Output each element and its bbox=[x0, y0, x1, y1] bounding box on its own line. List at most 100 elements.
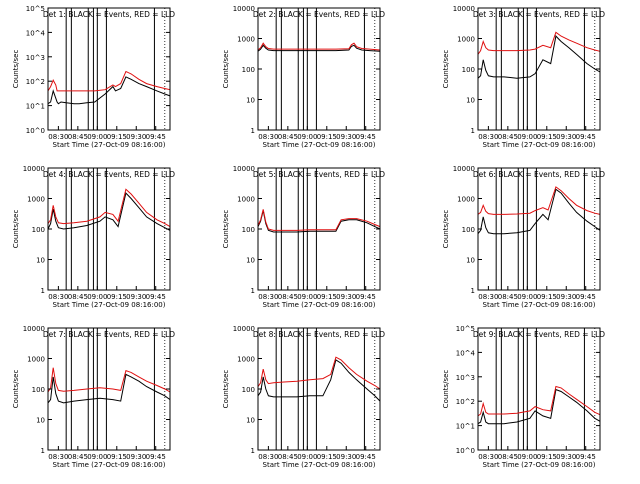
x-tick-label: 09:00 bbox=[517, 293, 537, 301]
x-tick-label: 08:30 bbox=[258, 133, 278, 141]
y-tick-label: 1 bbox=[471, 287, 475, 295]
x-tick-label: 09:30 bbox=[126, 453, 146, 461]
x-tick-label: 09:15 bbox=[537, 453, 557, 461]
panel-det-9: 10^010^110^210^310^410^508:30 08:45 09:00 0… bbox=[442, 325, 605, 469]
series-line-lld bbox=[257, 209, 381, 231]
y-tick-label: 10 bbox=[246, 417, 255, 425]
series-line-events bbox=[477, 388, 601, 425]
x-axis-label: Start Time (27-Oct-09 08:16:00) bbox=[53, 141, 166, 149]
x-tick-label: 08:45 bbox=[498, 133, 518, 141]
x-tick-label: 09:30 bbox=[556, 133, 576, 141]
y-tick-label: 100 bbox=[242, 226, 255, 234]
x-axis-label: Start Time (27-Oct-09 08:16:00) bbox=[263, 461, 376, 469]
y-axis-label: Counts/sec bbox=[442, 50, 450, 89]
x-tick-label: 09:15 bbox=[537, 293, 557, 301]
panel-det-3: 1 10 100 1000 10000 08:30 08:45 09:00 09:15 09:30… bbox=[442, 5, 605, 149]
y-tick-label: 1000 bbox=[457, 36, 475, 44]
x-tick-label: 09:45 bbox=[356, 453, 376, 461]
x-tick-label: 09:15 bbox=[317, 133, 337, 141]
y-tick-label: 10000 bbox=[233, 325, 255, 333]
x-tick-label: 09:00 bbox=[87, 293, 107, 301]
series-line-lld bbox=[477, 31, 601, 55]
x-tick-label: 09:30 bbox=[336, 453, 356, 461]
x-tick-label: 08:30 bbox=[258, 293, 278, 301]
y-tick-label: 1000 bbox=[27, 196, 45, 204]
x-tick-label: 09:45 bbox=[576, 453, 596, 461]
y-tick-label: 10^4 bbox=[456, 349, 476, 357]
series-line-events bbox=[257, 44, 381, 52]
y-axis-label: Counts/sec bbox=[442, 370, 450, 409]
y-tick-label: 10000 bbox=[23, 325, 45, 333]
y-tick-label: 10^5 bbox=[456, 325, 475, 333]
x-tick-label: 09:00 bbox=[87, 453, 107, 461]
y-tick-label: 10000 bbox=[453, 165, 475, 173]
panel-title: Det 6: BLACK = Events, RED = LLD bbox=[473, 170, 605, 179]
x-axis-label: Start Time (27-Oct-09 08:16:00) bbox=[263, 141, 376, 149]
x-tick-label: 09:30 bbox=[126, 133, 146, 141]
panel-title: Det 1: BLACK = Events, RED = LLD bbox=[43, 10, 175, 19]
y-tick-label: 10 bbox=[36, 417, 45, 425]
y-tick-label: 10000 bbox=[233, 5, 255, 13]
x-tick-label: 09:00 bbox=[297, 453, 317, 461]
x-tick-label: 08:45 bbox=[68, 293, 88, 301]
panel-det-7: 1 10 100 1000 10000 08:30 08:45 09:00 09:15 09:30… bbox=[12, 325, 175, 469]
x-tick-label: 09:00 bbox=[87, 133, 107, 141]
panel-det-6: 1 10 100 1000 10000 08:30 08:45 09:00 09:15 09:30… bbox=[442, 165, 605, 309]
x-tick-label: 08:45 bbox=[498, 453, 518, 461]
x-tick-label: 08:30 bbox=[48, 293, 68, 301]
panel-title: Det 9: BLACK = Events, RED = LLD bbox=[473, 330, 605, 339]
y-tick-label: 100 bbox=[462, 226, 475, 234]
x-tick-label: 08:45 bbox=[278, 453, 298, 461]
x-tick-label: 09:00 bbox=[297, 133, 317, 141]
x-tick-label: 09:45 bbox=[576, 293, 596, 301]
x-tick-label: 09:45 bbox=[356, 293, 376, 301]
series-line-lld bbox=[477, 385, 601, 417]
x-tick-label: 08:30 bbox=[478, 453, 498, 461]
series-line-events bbox=[47, 373, 171, 404]
y-tick-label: 10 bbox=[466, 97, 475, 105]
x-tick-label: 09:00 bbox=[517, 453, 537, 461]
panel-title: Det 8: BLACK = Events, RED = LLD bbox=[253, 330, 385, 339]
y-tick-label: 10000 bbox=[23, 165, 45, 173]
x-axis-label: Start Time (27-Oct-09 08:16:00) bbox=[263, 301, 376, 309]
series-line-lld bbox=[47, 188, 171, 228]
x-tick-label: 09:15 bbox=[537, 133, 557, 141]
series-line-events bbox=[477, 188, 601, 235]
x-tick-label: 09:15 bbox=[107, 133, 127, 141]
x-axis-label: Start Time (27-Oct-09 08:16:00) bbox=[53, 301, 166, 309]
panel-det-8: 1 10 100 1000 10000 08:30 08:45 09:00 09:15 09:30… bbox=[222, 325, 385, 469]
x-tick-label: 08:45 bbox=[498, 293, 518, 301]
x-tick-label: 09:30 bbox=[556, 293, 576, 301]
series-line-events bbox=[47, 192, 171, 231]
y-tick-label: 1 bbox=[41, 447, 45, 455]
x-tick-label: 09:00 bbox=[297, 293, 317, 301]
series-line-lld bbox=[257, 356, 381, 390]
panel-title: Det 2: BLACK = Events, RED = LLD bbox=[253, 10, 385, 19]
y-tick-label: 10 bbox=[246, 97, 255, 105]
y-axis-label: Counts/sec bbox=[222, 210, 230, 249]
series-line-lld bbox=[477, 186, 601, 215]
series-line-lld bbox=[257, 42, 381, 51]
x-tick-label: 09:30 bbox=[556, 453, 576, 461]
x-axis-label: Start Time (27-Oct-09 08:16:00) bbox=[483, 141, 596, 149]
x-tick-label: 09:15 bbox=[317, 293, 337, 301]
y-tick-label: 10^5 bbox=[26, 5, 45, 13]
x-tick-label: 08:30 bbox=[48, 453, 68, 461]
y-tick-label: 1 bbox=[41, 287, 45, 295]
y-tick-label: 10^1 bbox=[456, 423, 475, 431]
y-axis-label: Counts/sec bbox=[12, 50, 20, 89]
panel-det-2: 1 10 100 1000 10000 08:30 08:45 09:00 09:15 09:30… bbox=[222, 5, 385, 149]
y-axis-label: Counts/sec bbox=[12, 370, 20, 409]
y-tick-label: 1000 bbox=[237, 196, 255, 204]
x-axis-label: Start Time (27-Oct-09 08:16:00) bbox=[53, 461, 166, 469]
x-tick-label: 09:45 bbox=[356, 133, 376, 141]
y-tick-label: 1000 bbox=[237, 36, 255, 44]
panel-title: Det 7: BLACK = Events, RED = LLD bbox=[43, 330, 175, 339]
y-axis-label: Counts/sec bbox=[442, 210, 450, 249]
x-tick-label: 09:15 bbox=[317, 453, 337, 461]
y-tick-label: 100 bbox=[242, 66, 255, 74]
y-tick-label: 1000 bbox=[27, 356, 45, 364]
x-tick-label: 09:45 bbox=[146, 133, 166, 141]
y-tick-label: 100 bbox=[32, 386, 45, 394]
